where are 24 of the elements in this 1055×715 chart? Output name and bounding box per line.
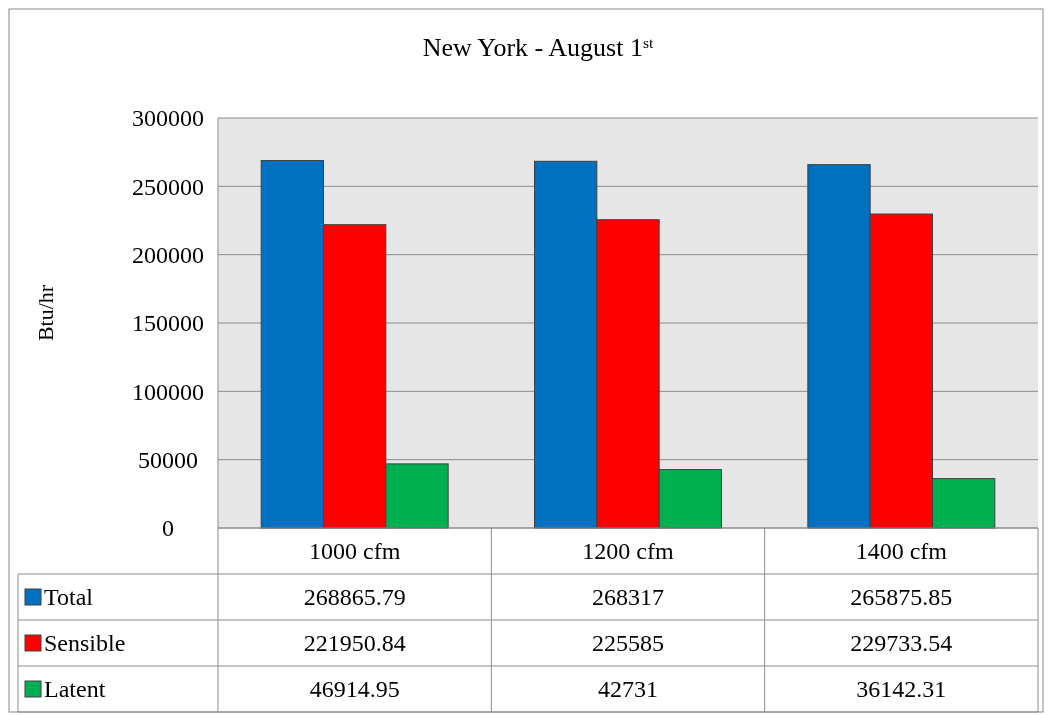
chart-title: New York - August 1$^{st}$ <box>422 33 655 62</box>
data-label: 225585 <box>592 630 664 657</box>
data-label: 265875.85 <box>850 584 953 611</box>
y-tick-label: 250000 <box>132 173 204 200</box>
y-tick-label: 0 <box>162 515 174 542</box>
data-label: 42731 <box>598 676 658 703</box>
x-tick-label: 1400 cfm <box>855 538 948 565</box>
y-tick-label: 150000 <box>132 310 204 337</box>
data-label: 36142.31 <box>856 676 947 703</box>
y-tick-label: 50000 <box>138 447 198 474</box>
legend-label: Latent <box>44 676 106 703</box>
x-tick-label: 1200 cfm <box>582 538 674 565</box>
legend-label: Total <box>44 584 94 611</box>
data-label: 268865.79 <box>303 584 406 611</box>
data-label: 268317 <box>592 584 664 611</box>
data-label: 46914.95 <box>309 676 400 703</box>
x-tick-label: 1000 cfm <box>309 538 401 565</box>
data-label: 221950.84 <box>303 630 406 657</box>
y-axis-title: Btu/hr <box>33 284 58 342</box>
y-tick-label: 200000 <box>132 242 204 269</box>
legend-label: Sensible <box>44 630 126 657</box>
data-label: 229733.54 <box>850 630 953 657</box>
y-tick-label: 100000 <box>132 378 204 405</box>
y-tick-label: 300000 <box>132 105 204 132</box>
